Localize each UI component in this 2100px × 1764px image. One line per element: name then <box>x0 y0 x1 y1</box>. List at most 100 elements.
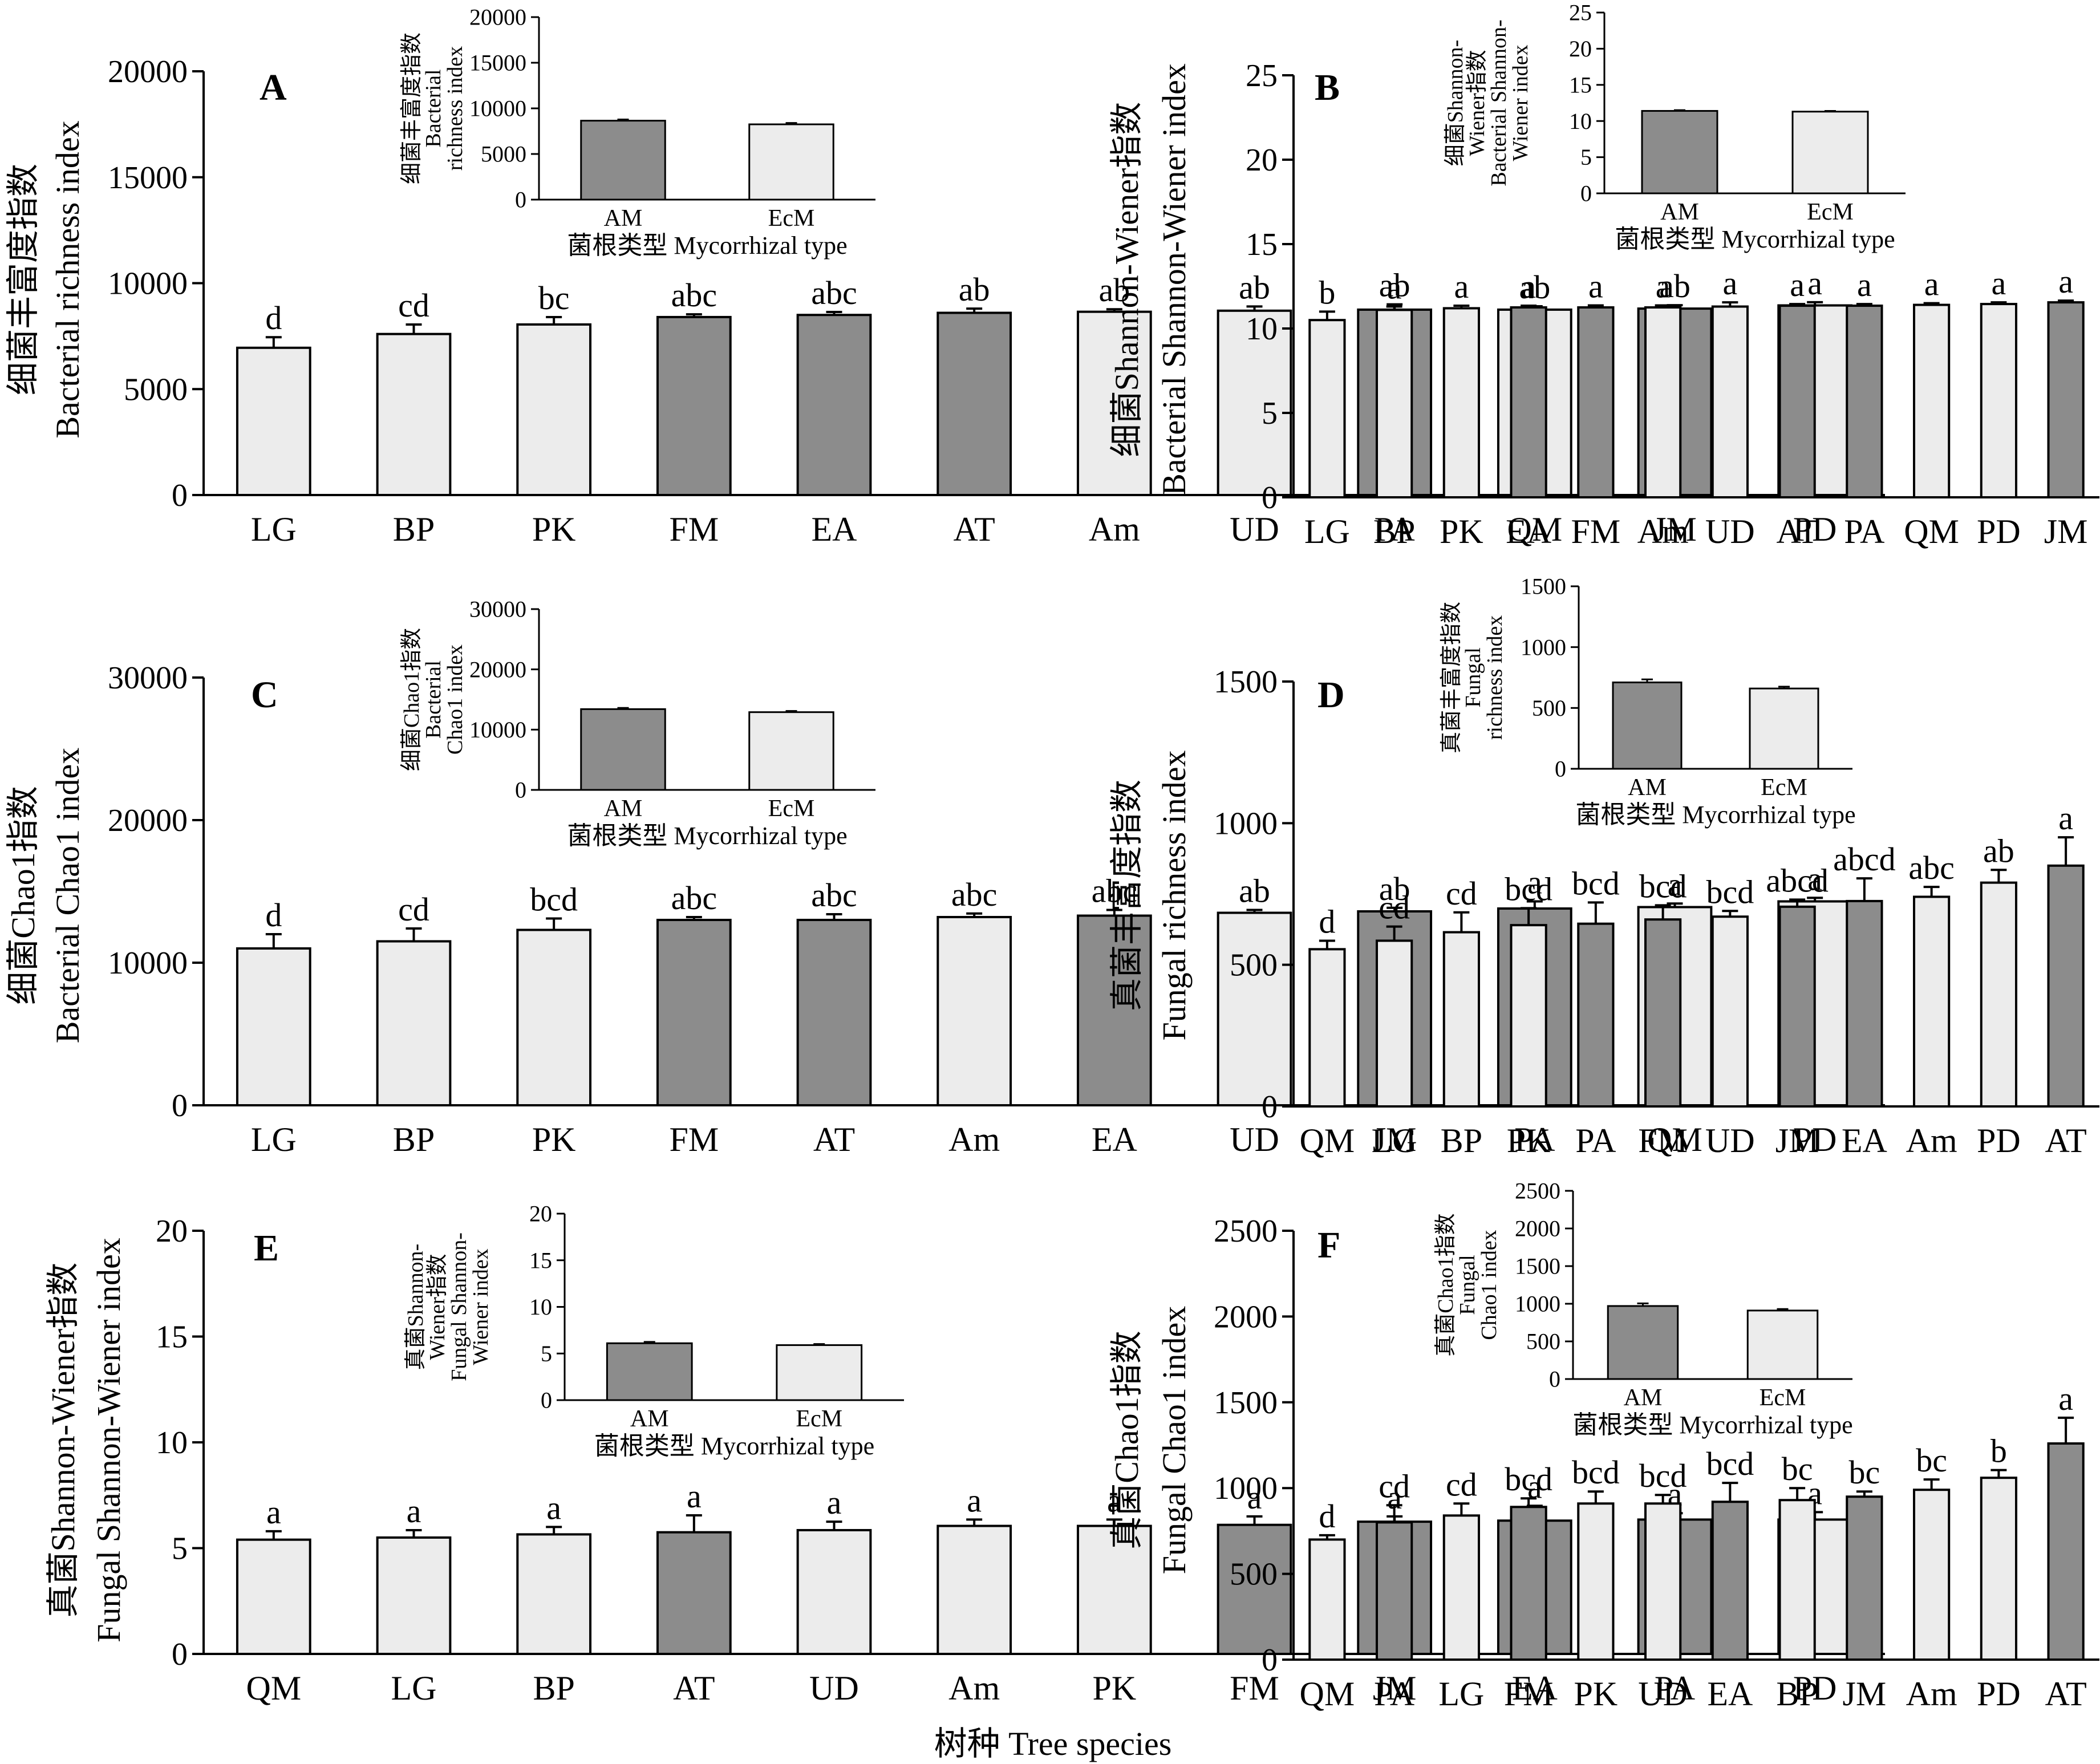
panel-B-bar-FM <box>1577 306 1615 498</box>
panel-C-x-tick-label: FM <box>669 1121 719 1158</box>
panel-C-y-tick-label: 30000 <box>108 660 188 696</box>
panel-D-bar-PK <box>1510 924 1547 1108</box>
inset-D-y-tick-label: 1000 <box>1521 634 1566 660</box>
panel-D-significance-letter: abc <box>1908 849 1955 886</box>
panel-D-x-tick-label: PD <box>1977 1122 2021 1159</box>
panel-F-significance-letter: bc <box>1849 1454 1880 1491</box>
inset-B-bar-AM <box>1641 110 1718 194</box>
panel-D-x-tick-label: JM <box>1775 1122 1819 1159</box>
inset-F-ylabel: Chao1 index <box>1477 1230 1501 1340</box>
panel-C-significance-letter: cd <box>398 891 429 928</box>
panel-B-bar-PK <box>1442 307 1480 498</box>
panel-D-significance-letter: ab <box>1983 832 2014 869</box>
inset-D-y-tick-label: 500 <box>1532 695 1566 721</box>
panel-F-x-tick-label: JM <box>1843 1675 1887 1713</box>
inset-F-y-tick-label: 1000 <box>1515 1291 1560 1317</box>
panel-B-y-tick-label: 5 <box>1262 396 1278 431</box>
figure-xlabel: 树种 Tree species <box>934 1725 1172 1762</box>
inset-F-y-tick-label: 2500 <box>1515 1178 1560 1204</box>
panel-E-x-tick-label: AT <box>673 1669 715 1707</box>
panel-C-bar-FM <box>656 919 732 1106</box>
panel-B-bar-UD <box>1711 305 1749 499</box>
inset-F-ylabel: 真菌Chao1指数 <box>1434 1213 1458 1356</box>
panel-E-x-tick-label: Am <box>948 1669 1000 1707</box>
inset-F-y-tick-label: 0 <box>1549 1366 1560 1392</box>
inset-B-xlabel: 菌根类型 Mycorrhizal type <box>1615 225 1895 253</box>
panel-B-x-tick-label: PK <box>1440 513 1483 550</box>
panel-B-y-tick-label: 15 <box>1246 227 1278 262</box>
panel-A-significance-letter: cd <box>398 287 429 324</box>
panel-A-bar-UD <box>1217 309 1292 496</box>
inset-E-y-tick-label: 0 <box>541 1388 552 1413</box>
panel-F-y-tick-label: 1000 <box>1214 1471 1278 1506</box>
panel-C-bar-LG <box>236 947 311 1106</box>
inset-D-ylabel: richness index <box>1483 615 1507 740</box>
panel-C-significance-letter: bcd <box>530 881 578 918</box>
panel-A-significance-letter: ab <box>1659 267 1690 305</box>
panel-F-x-tick-label: EA <box>1707 1675 1753 1713</box>
panel-B-significance-letter: a <box>1656 267 1671 305</box>
inset-D-ylabel: Fungal <box>1461 647 1485 708</box>
inset-E-ylabel: Wiener指数 <box>425 1254 449 1360</box>
panel-E-significance-letter: a <box>1107 1482 1122 1519</box>
panel-D-bar-Am <box>1913 895 1951 1108</box>
panel-C-ylabel: 细菌Chao1指数 <box>5 786 42 1004</box>
inset-E-y-tick-label: 10 <box>529 1294 552 1320</box>
panel-A-x-tick-label: QM <box>1507 510 1562 548</box>
panel-B-significance-letter: a <box>1454 268 1469 305</box>
panel-D-significance-letter: bcd <box>1572 865 1620 902</box>
panel-D-y-tick-label: 1000 <box>1214 806 1278 841</box>
inset-C-xlabel: 菌根类型 Mycorrhizal type <box>567 822 847 850</box>
inset-B-y-tick-label: 10 <box>1569 108 1592 134</box>
inset-E-xlabel: 菌根类型 Mycorrhizal type <box>594 1432 874 1460</box>
panel-A-x-tick-label: Am <box>1089 510 1140 548</box>
panel-C-y-tick-label: 0 <box>172 1088 188 1124</box>
panel-B-x-tick-label: UD <box>1705 513 1755 550</box>
panel-D-x-tick-label: LG <box>1372 1122 1417 1159</box>
panel-D-x-tick-label: PA <box>1575 1122 1616 1159</box>
panel-E-bar-BP <box>516 1533 592 1656</box>
panel-B-x-tick-label: Am <box>1637 513 1689 550</box>
panel-C-significance-letter: a <box>1807 860 1822 897</box>
inset-C-ylabel: Chao1 index <box>443 644 467 755</box>
panel-tag: F <box>1317 1224 1340 1266</box>
inset-B-x-tick-label: AM <box>1660 199 1699 225</box>
panel-E-bar-QM <box>236 1538 311 1655</box>
panel-C-significance-letter: ab <box>1239 873 1270 910</box>
panel-A-significance-letter: a <box>1807 265 1822 302</box>
panel-D-bar-EA <box>1846 899 1883 1108</box>
panel-A-y-tick-label: 5000 <box>124 372 188 407</box>
inset-D-y-tick-label: 0 <box>1555 756 1566 782</box>
panel-C-x-tick-label: PK <box>532 1121 576 1158</box>
inset-E-ylabel: Fungal Shannon- <box>447 1232 471 1381</box>
panel-F-y-tick-label: 0 <box>1262 1643 1278 1678</box>
panel-D-bar-PA <box>1577 922 1615 1108</box>
panel-B-x-tick-label: AT <box>1776 513 1818 550</box>
panel-E-bar-Am <box>937 1524 1012 1655</box>
panel-E-significance-letter: a <box>1247 1479 1262 1516</box>
panel-E-x-tick-label: PK <box>1092 1669 1136 1707</box>
inset-E-ylabel: 真菌Shannon- <box>404 1244 428 1370</box>
panel-E-significance-letter: a <box>827 1484 842 1521</box>
inset-D-ylabel: 真菌丰富度指数 <box>1440 602 1463 753</box>
panel-B-significance-letter: a <box>1521 268 1536 305</box>
panel-A-x-tick-label: AT <box>953 510 995 548</box>
panel-C-x-tick-label: JM <box>1373 1121 1417 1158</box>
panel-D-significance-letter: a <box>2058 800 2073 837</box>
panel-C-significance-letter: ab <box>1379 870 1410 907</box>
inset-B-y-tick-label: 0 <box>1580 181 1592 206</box>
panel-C-bar-Am <box>937 916 1012 1106</box>
panel-C-bar-EA <box>1076 914 1152 1106</box>
inset-E-y-tick-label: 5 <box>541 1341 552 1366</box>
panel-E-ylabel: 真菌Shannon-Wiener指数 <box>44 1263 82 1618</box>
inset-F-bar-EcM <box>1746 1309 1819 1380</box>
panel-A-significance-letter: bc <box>538 279 570 317</box>
inset-F-ylabel: Fungal <box>1456 1255 1479 1315</box>
panel-B-significance-letter: b <box>1319 274 1335 311</box>
panel-E-bar-FM <box>1217 1523 1292 1655</box>
panel-D-x-tick-label: QM <box>1300 1122 1355 1159</box>
inset-C-y-tick-label: 10000 <box>469 717 526 743</box>
panel-F-bar-PD <box>1980 1477 2017 1661</box>
panel-F-bar-LG <box>1442 1514 1480 1661</box>
panel-F-bar-QM <box>1308 1538 1346 1661</box>
